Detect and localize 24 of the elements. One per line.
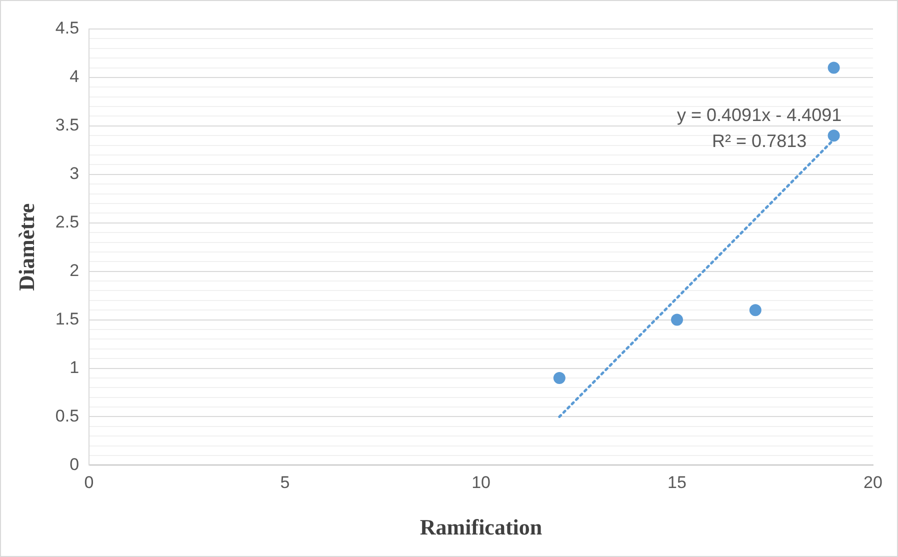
point <box>553 372 566 384</box>
point <box>671 314 684 326</box>
point <box>828 130 840 142</box>
y-tick-label: 0 <box>70 454 80 474</box>
y-tick-label: 4 <box>70 67 80 86</box>
y-tick-label: 2 <box>70 261 80 280</box>
y-tick-label: 4.5 <box>55 18 80 38</box>
x-tick-label: 0 <box>84 473 94 492</box>
x-tick-label: 10 <box>472 473 490 492</box>
x-tick-label: 20 <box>864 473 882 492</box>
point <box>749 304 762 316</box>
y-tick-label: 2.5 <box>55 212 80 232</box>
y-tick-label: 1 <box>70 358 80 377</box>
point <box>828 62 840 74</box>
x-tick-label: 15 <box>668 473 686 492</box>
y-axis-title: Diamètre <box>14 203 39 291</box>
y-tick-label: 1.5 <box>55 309 80 328</box>
y-tick-label: 3.5 <box>55 116 80 135</box>
y-tick-label: 0.5 <box>55 406 80 426</box>
x-axis-title: Ramification <box>420 514 542 540</box>
y-tick-label: 3 <box>70 164 80 184</box>
x-tick-label: 5 <box>280 473 290 492</box>
annotation: R² = 0.7813 <box>712 131 807 152</box>
annotation: y = 0.4091x - 4.4091 <box>677 105 842 126</box>
